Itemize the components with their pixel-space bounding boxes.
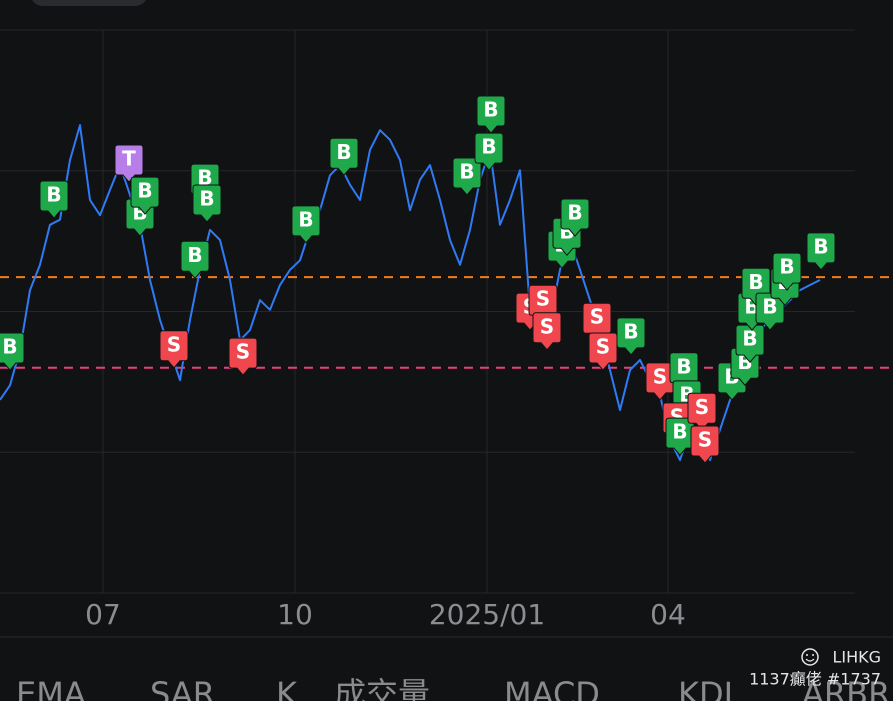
indicator-tab[interactable]: MACD — [504, 675, 600, 701]
signal-label: B — [459, 159, 474, 183]
signal-label: B — [672, 420, 687, 444]
signal-label: S — [590, 305, 604, 329]
indicator-tab[interactable]: ARBR — [802, 675, 890, 701]
signal-pin — [329, 137, 359, 177]
signal-pin — [159, 330, 189, 369]
indicator-tab[interactable]: K — [276, 675, 298, 701]
signal-label: B — [336, 140, 351, 164]
indicator-tab[interactable]: KDJ — [678, 675, 733, 701]
signal-pin — [452, 157, 482, 196]
grid — [0, 29, 855, 594]
x-axis: 07 10 2025/01 04 — [85, 598, 686, 631]
signal-label: B — [2, 335, 17, 359]
signal-pin — [582, 302, 612, 341]
watermark-user: 1137癲佬 #1737 — [749, 670, 881, 689]
watermark: LIHKG 1137癲佬 #1737 — [749, 648, 881, 689]
signal-pin — [0, 332, 25, 371]
signal-pin — [806, 232, 836, 271]
signal-label: B — [197, 166, 212, 190]
watermark-brand: LIHKG — [832, 648, 881, 667]
x-tick-label: 2025/01 — [429, 598, 545, 631]
smiley-eye — [806, 654, 808, 656]
signal-pin — [130, 176, 160, 215]
signal-label: B — [748, 270, 763, 294]
signal-label: B — [676, 354, 691, 378]
smiley-mouth — [805, 658, 815, 662]
signal-pin — [560, 198, 590, 237]
signal-pin — [291, 205, 321, 244]
signal-label: B — [137, 179, 152, 203]
indicator-tab[interactable]: SAR — [150, 675, 215, 701]
signal-pin — [588, 332, 618, 371]
signal-label: B — [742, 327, 757, 351]
signal-pin — [228, 337, 258, 376]
indicator-tab[interactable]: 成交量 — [334, 675, 430, 701]
signal-label: B — [762, 295, 777, 319]
x-tick-label: 04 — [650, 598, 686, 631]
signal-label: S — [167, 332, 181, 356]
signal-label: B — [46, 183, 61, 207]
signal-pin — [772, 252, 802, 291]
signal-label: S — [540, 314, 554, 338]
signal-pin — [192, 184, 222, 223]
indicator-tab[interactable]: EMA — [16, 675, 86, 701]
signal-label: S — [698, 427, 712, 451]
signal-label: B — [567, 201, 582, 225]
signal-pin — [476, 95, 506, 134]
x-tick-label: 10 — [277, 598, 313, 631]
signal-pin — [755, 292, 785, 331]
smiley-icon — [801, 648, 819, 666]
signal-label: B — [187, 243, 202, 267]
signal-pin — [474, 132, 504, 171]
signal-pin — [39, 180, 69, 219]
signal-label: B — [483, 98, 498, 122]
indicator-tabs: EMA SAR K 成交量 MACD KDJ ARBR — [16, 675, 890, 701]
signal-label: S — [536, 287, 550, 311]
signal-pin — [532, 312, 562, 351]
signal-pin — [180, 240, 210, 280]
signal-label: B — [813, 234, 828, 258]
signals: BBTBBBBBSSBBBBBSSSBBBSSBSBBSBSSBBBBBBBBB — [0, 95, 836, 464]
x-tick-label: 07 — [85, 598, 121, 631]
signal-label: B — [481, 135, 496, 159]
signal-label: S — [236, 340, 250, 364]
signal-pin — [687, 392, 717, 432]
signal-pin — [616, 317, 646, 356]
smiley-eye — [812, 654, 814, 656]
signal-label: B — [623, 319, 638, 343]
signal-pin — [114, 144, 144, 183]
signal-pin — [690, 425, 720, 464]
signal-label: B — [199, 186, 214, 210]
signal-label: S — [695, 395, 709, 419]
signal-label: B — [298, 207, 313, 231]
signal-label: S — [653, 364, 667, 388]
signal-label: T — [122, 147, 136, 171]
signal-label: B — [779, 255, 794, 279]
top-pill[interactable] — [30, 0, 148, 6]
signal-label: S — [596, 335, 610, 359]
